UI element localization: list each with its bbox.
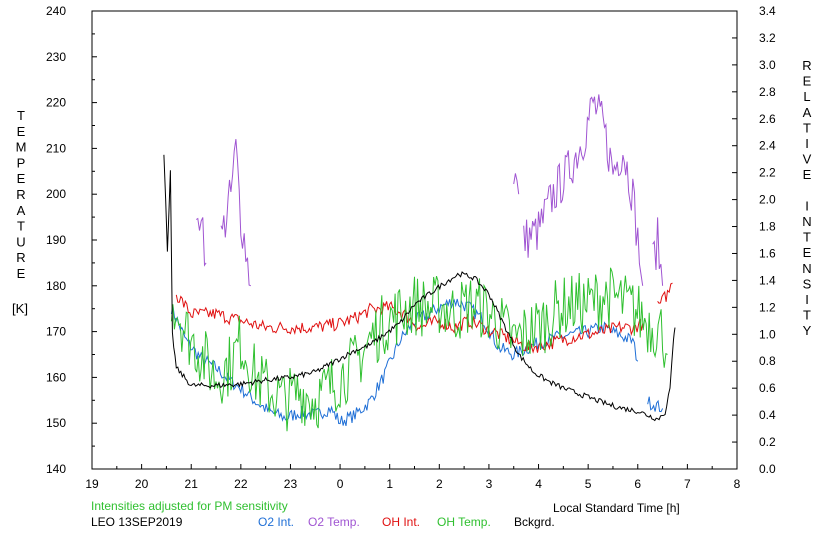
y-left-title-letter: T — [17, 108, 25, 123]
y-right-tick-label: 0.6 — [759, 381, 776, 395]
x-tick-label: 2 — [436, 477, 443, 491]
y-right-title-letter: E — [803, 74, 812, 89]
y-left-tick-label: 170 — [46, 325, 66, 339]
x-tick-label: 1 — [386, 477, 393, 491]
x-tick-label: 21 — [185, 477, 199, 491]
series-layer — [163, 94, 676, 432]
y-right-title-letter: E — [803, 167, 812, 182]
x-tick-label: 3 — [486, 477, 493, 491]
y-right-tick-label: 1.0 — [759, 327, 776, 341]
y-left-title-letter: A — [17, 203, 26, 218]
y-left-tick-label: 230 — [46, 50, 66, 64]
y-left-title-letter: R — [16, 250, 25, 265]
legend-o2-temp: O2 Temp. — [308, 515, 360, 529]
y-right-title-letter: I — [805, 292, 809, 307]
y-left-title-letter: E — [17, 266, 26, 281]
series-line-o2_int — [647, 396, 664, 413]
y-left-tick-label: 220 — [46, 96, 66, 110]
y-right-title-letter: Y — [803, 323, 812, 338]
y-right-tick-label: 2.4 — [759, 139, 776, 153]
x-tick-label: 7 — [684, 477, 691, 491]
station-label: LEO 13SEP2019 — [91, 515, 183, 529]
y-left-tick-label: 150 — [46, 416, 66, 430]
y-right-tick-label: 0.8 — [759, 354, 776, 368]
y-left-title-letter: P — [17, 155, 26, 170]
y-right-title-letter: N — [802, 261, 811, 276]
series-line-bckgrd — [163, 154, 676, 422]
series-line-oh_int — [657, 282, 673, 304]
legend-oh-temp: OH Temp. — [437, 515, 491, 529]
y-left-title-letter: E — [17, 171, 26, 186]
y-right-tick-label: 3.2 — [759, 31, 776, 45]
y-right-tick-label: 2.2 — [759, 166, 776, 180]
y-left-title-letter: M — [16, 140, 27, 155]
x-tick-label: 4 — [535, 477, 542, 491]
y-right-tick-label: 0.0 — [759, 462, 776, 476]
y-right-title-letter: R — [802, 58, 811, 73]
legend-oh-int: OH Int. — [382, 515, 420, 529]
plot-frame — [91, 10, 738, 470]
x-tick-label: 5 — [585, 477, 592, 491]
y-left-tick-label: 180 — [46, 279, 66, 293]
y-right-tick-label: 0.4 — [759, 408, 776, 422]
y-right-title-letter: V — [803, 152, 812, 167]
x-tick-label: 8 — [734, 477, 741, 491]
y-left-unit: [K] — [12, 301, 28, 316]
y-right-tick-label: 1.8 — [759, 220, 776, 234]
y-right-title-letter: I — [805, 136, 809, 151]
x-tick-label: 22 — [234, 477, 248, 491]
y-right-tick-label: 3.0 — [759, 58, 776, 72]
y-right-title-letter: S — [803, 276, 812, 291]
x-tick-label: 23 — [284, 477, 298, 491]
y-left-title-letter: U — [16, 234, 25, 249]
note-text: Intensities adjusted for PM sensitivity — [91, 499, 288, 513]
y-right-title-letter: T — [803, 308, 811, 323]
y-left-tick-label: 210 — [46, 141, 66, 155]
y-left-title-letter: E — [17, 124, 26, 139]
labels-layer: 19 20 21 22 23 0 1 2 3 4 5 6 7 8140150160170180190200… — [12, 4, 812, 491]
y-right-title-letter: E — [803, 245, 812, 260]
y-right-tick-label: 2.8 — [759, 85, 776, 99]
series-line-o2_temp — [513, 173, 520, 195]
y-right-tick-label: 0.2 — [759, 435, 776, 449]
y-right-tick-label: 2.0 — [759, 193, 776, 207]
y-left-title-letter: R — [16, 187, 25, 202]
y-right-tick-label: 1.6 — [759, 246, 776, 260]
y-right-title-letter: L — [803, 89, 810, 104]
y-right-tick-label: 2.6 — [759, 112, 776, 126]
series-line-o2_temp — [195, 217, 207, 267]
y-right-title-letter: I — [805, 198, 809, 213]
series-line-o2_temp — [220, 139, 252, 287]
y-right-title-letter: A — [803, 105, 812, 120]
unit-label-x: Local Standard Time [h] — [553, 501, 680, 515]
x-tick-label: 6 — [634, 477, 641, 491]
x-tick-label: 20 — [135, 477, 149, 491]
legend-o2-int: O2 Int. — [258, 515, 294, 529]
x-tick-label: 0 — [337, 477, 344, 491]
y-right-title-letter: T — [803, 230, 811, 245]
legend-bckgrd: Bckgrd. — [514, 515, 555, 529]
y-left-tick-label: 240 — [46, 4, 66, 18]
series-line-oh_temp — [170, 267, 668, 432]
y-left-tick-label: 140 — [46, 462, 66, 476]
y-left-title-letter: T — [17, 219, 25, 234]
series-line-o2_temp — [523, 94, 644, 286]
y-right-title-letter: N — [802, 214, 811, 229]
y-left-tick-label: 190 — [46, 233, 66, 247]
y-left-tick-label: 200 — [46, 187, 66, 201]
series-line-o2_temp — [652, 217, 664, 286]
x-tick-label: 19 — [85, 477, 99, 491]
y-left-tick-label: 160 — [46, 370, 66, 384]
y-right-tick-label: 1.4 — [759, 273, 776, 287]
y-right-tick-label: 3.4 — [759, 4, 776, 18]
y-right-tick-label: 1.2 — [759, 300, 776, 314]
y-right-title-letter: T — [803, 120, 811, 135]
